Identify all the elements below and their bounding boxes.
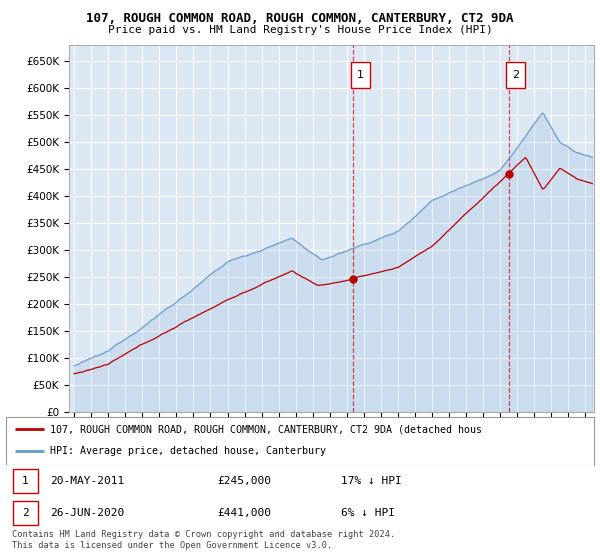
FancyBboxPatch shape (13, 501, 38, 525)
Text: 17% ↓ HPI: 17% ↓ HPI (341, 476, 402, 486)
Text: HPI: Average price, detached house, Canterbury: HPI: Average price, detached house, Cant… (50, 446, 326, 456)
FancyBboxPatch shape (506, 62, 525, 88)
Text: 26-JUN-2020: 26-JUN-2020 (50, 508, 124, 518)
Text: £441,000: £441,000 (218, 508, 272, 518)
Text: 1: 1 (356, 70, 364, 80)
Text: 2: 2 (512, 70, 519, 80)
Text: 2: 2 (22, 508, 29, 518)
Text: Contains HM Land Registry data © Crown copyright and database right 2024.
This d: Contains HM Land Registry data © Crown c… (12, 530, 395, 550)
Text: 6% ↓ HPI: 6% ↓ HPI (341, 508, 395, 518)
Text: 107, ROUGH COMMON ROAD, ROUGH COMMON, CANTERBURY, CT2 9DA (detached hous: 107, ROUGH COMMON ROAD, ROUGH COMMON, CA… (50, 424, 482, 434)
FancyBboxPatch shape (351, 62, 370, 88)
Text: £245,000: £245,000 (218, 476, 272, 486)
Text: 107, ROUGH COMMON ROAD, ROUGH COMMON, CANTERBURY, CT2 9DA: 107, ROUGH COMMON ROAD, ROUGH COMMON, CA… (86, 12, 514, 25)
Text: Price paid vs. HM Land Registry's House Price Index (HPI): Price paid vs. HM Land Registry's House … (107, 25, 493, 35)
Text: 1: 1 (22, 476, 29, 486)
Text: 20-MAY-2011: 20-MAY-2011 (50, 476, 124, 486)
FancyBboxPatch shape (13, 469, 38, 493)
